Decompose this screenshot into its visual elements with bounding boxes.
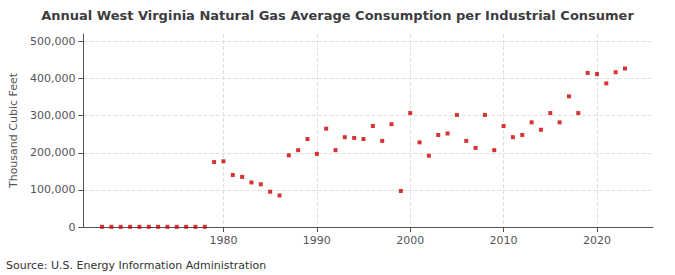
svg-text:1980: 1980 bbox=[209, 234, 237, 247]
svg-text:2000: 2000 bbox=[396, 234, 424, 247]
svg-text:400,000: 400,000 bbox=[30, 72, 76, 85]
svg-text:100,000: 100,000 bbox=[30, 183, 76, 196]
svg-text:2020: 2020 bbox=[583, 234, 611, 247]
svg-text:200,000: 200,000 bbox=[30, 146, 76, 159]
svg-text:2010: 2010 bbox=[490, 234, 518, 247]
svg-text:500,000: 500,000 bbox=[30, 35, 76, 48]
svg-text:Thousand Cubic Feet: Thousand Cubic Feet bbox=[7, 72, 20, 189]
svg-text:Annual West Virginia Natural G: Annual West Virginia Natural Gas Average… bbox=[41, 8, 634, 23]
svg-text:0: 0 bbox=[68, 221, 75, 234]
svg-text:300,000: 300,000 bbox=[30, 109, 76, 122]
svg-text:1990: 1990 bbox=[303, 234, 331, 247]
svg-text:Source: U.S. Energy Informatio: Source: U.S. Energy Information Administ… bbox=[6, 259, 266, 272]
